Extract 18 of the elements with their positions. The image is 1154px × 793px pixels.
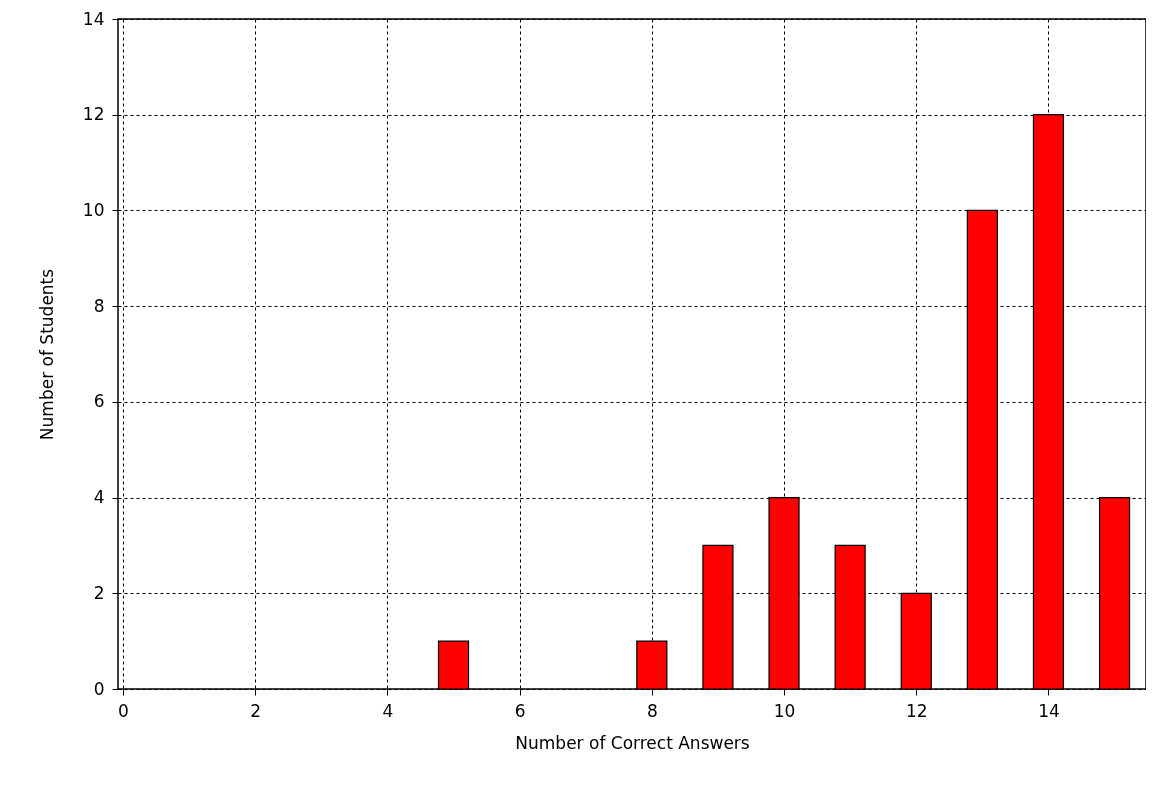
x-tick-label: 12	[905, 700, 928, 721]
y-tick-label: 6	[93, 391, 105, 412]
x-tick-label: 0	[118, 700, 129, 721]
x-tick-label: 2	[250, 700, 262, 721]
y-axis-title: Number of Students	[36, 268, 57, 441]
x-axis-title: Number of Correct Answers	[515, 732, 750, 753]
y-tick-label: 4	[93, 487, 105, 508]
y-tick-label: 10	[82, 199, 105, 220]
x-tick-label: 10	[773, 700, 796, 721]
y-tick-label: 12	[82, 104, 105, 125]
x-tick-label: 6	[514, 700, 526, 721]
x-tick-label: 8	[646, 700, 658, 721]
y-tick-label: 2	[93, 582, 105, 603]
y-tick-label: 0	[93, 678, 105, 699]
y-tick-label: 8	[93, 295, 105, 316]
y-tick-label: 14	[82, 8, 105, 29]
x-tick-label: 4	[382, 700, 394, 721]
x-tick-label: 14	[1038, 700, 1060, 721]
